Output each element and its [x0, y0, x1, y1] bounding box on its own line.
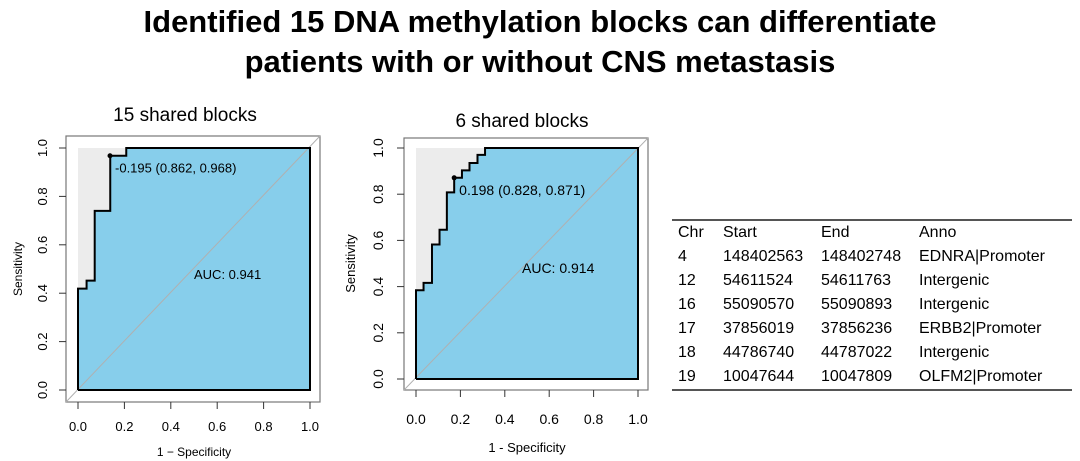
auc-label: AUC: 0.914	[522, 260, 595, 276]
y-tick-label: 0.8	[35, 187, 50, 205]
chart-title: 6 shared blocks	[455, 111, 588, 132]
header-chr: Chr	[678, 224, 704, 241]
best-threshold-point	[107, 153, 113, 159]
x-tick-label: 0.8	[584, 411, 604, 427]
best-threshold-point	[451, 175, 457, 181]
table-row: 16 55090570 55090893 Intergenic	[672, 293, 1072, 317]
x-tick-label: 1.0	[301, 419, 319, 434]
cell-end: 44787022	[821, 344, 893, 361]
y-tick-label: 0.6	[370, 230, 386, 250]
cell-end: 55090893	[821, 296, 893, 313]
diagonal-reference-line	[403, 137, 649, 391]
cell-end: 54611763	[821, 272, 891, 289]
x-tick-label: 0.8	[255, 419, 273, 434]
cell-anno: Intergenic	[919, 344, 990, 361]
cell-chr: 16	[678, 296, 696, 313]
y-tick-label: 0.2	[35, 333, 50, 351]
y-tick-label: 0.4	[35, 284, 50, 302]
x-axis-label: 1 − Specificity	[157, 445, 231, 459]
table-header-row: Chr Start End Anno	[672, 221, 1072, 245]
auc-label: AUC: 0.941	[194, 267, 261, 282]
diagonal-reference-line	[65, 135, 321, 403]
slide-title-line-1: Identified 15 DNA methylation blocks can…	[143, 4, 937, 39]
best-threshold-label: 0.198 (0.828, 0.871)	[459, 182, 585, 198]
table-row: 12 54611524 54611763 Intergenic	[672, 269, 1072, 293]
x-tick-label: 0.6	[208, 419, 226, 434]
x-tick-label: 0.4	[162, 419, 180, 434]
header-end: End	[821, 224, 850, 241]
x-tick-label: 1.0	[628, 411, 648, 427]
cell-end: 10047809	[821, 368, 893, 385]
auc-area	[78, 148, 310, 390]
x-tick-label: 0.6	[539, 411, 559, 427]
cell-end: 37856236	[821, 320, 893, 337]
x-tick-label: 0.0	[69, 419, 87, 434]
roc-chart-2: 0.198 (0.828, 0.871) AUC: 0.914 6 shared b…	[343, 111, 649, 455]
header-start: Start	[723, 224, 757, 241]
y-tick-label: 1.0	[35, 139, 50, 157]
cell-start: 37856019	[723, 320, 795, 337]
x-tick-label: 0.0	[406, 411, 426, 427]
cell-anno: OLFM2|Promoter	[919, 368, 1043, 385]
cell-start: 148402563	[723, 248, 804, 265]
table-row: 19 10047644 10047809 OLFM2|Promoter	[672, 365, 1072, 389]
x-tick-label: 0.2	[115, 419, 133, 434]
cell-anno: Intergenic	[919, 272, 990, 289]
y-tick-label: 0.6	[35, 236, 50, 254]
cell-chr: 4	[678, 248, 687, 265]
header-anno: Anno	[919, 224, 957, 241]
x-tick-label: 0.2	[451, 411, 471, 427]
chart-title: 15 shared blocks	[113, 105, 257, 126]
roc-curve	[77, 147, 311, 391]
cell-chr: 17	[678, 320, 696, 337]
slide-title-line-2: patients with or without CNS metastasis	[244, 44, 836, 79]
cell-anno: EDNRA|Promoter	[919, 248, 1045, 265]
cell-chr: 18	[678, 344, 696, 361]
y-axis-label: Sensitivity	[343, 234, 358, 293]
cell-start: 54611524	[723, 272, 793, 289]
y-tick-label: 0.4	[370, 277, 386, 297]
y-tick-label: 0.0	[370, 369, 386, 389]
cell-anno: ERBB2|Promoter	[919, 320, 1042, 337]
x-tick-label: 0.4	[495, 411, 515, 427]
x-axis-label: 1 - Specificity	[488, 440, 566, 455]
y-tick-label: 0.8	[370, 184, 386, 204]
roc-chart-1: -0.195 (0.862, 0.968) AUC: 0.941 15 shared…	[11, 105, 321, 459]
y-tick-label: 1.0	[370, 138, 386, 158]
methylation-blocks-table: Chr Start End Anno 4 148402563 148402748 ED…	[672, 219, 1072, 391]
table-row: 4 148402563 148402748 EDNRA|Promoter	[672, 245, 1072, 269]
y-axis-label: Sensitivity	[11, 242, 25, 296]
best-threshold-label: -0.195 (0.862, 0.968)	[115, 161, 236, 176]
cell-start: 44786740	[723, 344, 795, 361]
cell-start: 10047644	[723, 368, 795, 385]
y-tick-label: 0.0	[35, 381, 50, 399]
y-tick-label: 0.2	[370, 323, 386, 343]
cell-chr: 12	[678, 272, 696, 289]
table-row: 18 44786740 44787022 Intergenic	[672, 341, 1072, 365]
cell-anno: Intergenic	[919, 296, 990, 313]
cell-chr: 19	[678, 368, 696, 385]
table-row: 17 37856019 37856236 ERBB2|Promoter	[672, 317, 1072, 341]
cell-end: 148402748	[821, 248, 902, 265]
cell-start: 55090570	[723, 296, 795, 313]
